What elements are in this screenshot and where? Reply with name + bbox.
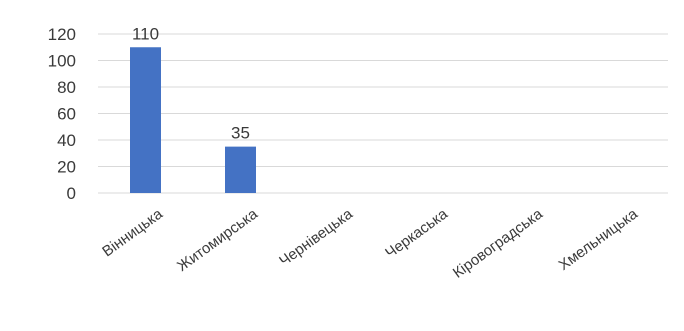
bar-2 [225,146,256,193]
y-axis-tick-labels: 0 20 40 60 80 100 120 [48,25,76,203]
data-label: 110 [132,24,159,43]
x-category-label: Хмельницька [556,205,642,274]
x-category-label: Кіровоградська [450,205,547,282]
y-tick-label: 60 [57,105,76,124]
x-category-label: Черкаська [382,205,451,262]
y-tick-label: 80 [57,78,76,97]
x-category-label: Чернівецька [276,205,356,270]
x-category-label: Житомирська [174,205,261,275]
y-tick-label: 120 [48,25,76,44]
y-tick-label: 40 [57,131,76,150]
x-category-label: Вінницька [99,205,166,260]
y-tick-label: 20 [57,158,76,177]
bars [130,47,256,193]
gridlines [98,33,668,194]
data-label: 35 [231,124,250,143]
y-tick-label: 100 [48,52,76,71]
data-labels: 110 35 [132,24,250,142]
y-tick-label: 0 [67,184,76,203]
bar-1 [130,47,161,193]
x-axis-category-labels: Вінницька Житомирська Чернівецька Черкаська… [99,205,641,282]
